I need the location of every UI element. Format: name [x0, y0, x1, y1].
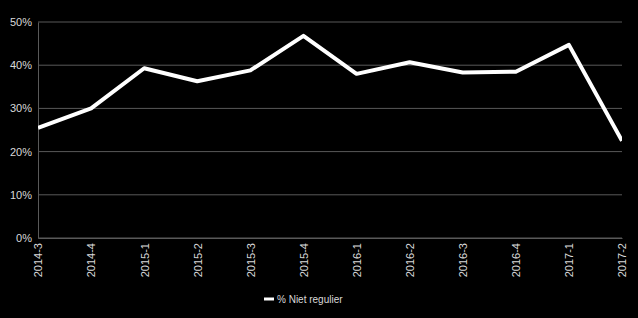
x-tick-label: 2016-2: [404, 243, 416, 277]
plot-area: [38, 36, 622, 141]
x-tick-label: 2015-3: [245, 243, 257, 277]
grid-line: [38, 22, 622, 23]
y-tick: 30%: [10, 102, 38, 114]
legend-label: % Niet regulier: [277, 294, 343, 305]
grid-line: [38, 194, 622, 195]
x-tick: 2015-2: [192, 238, 204, 277]
x-tick-label: 2014-4: [85, 243, 97, 277]
y-tick: 10%: [10, 189, 38, 201]
x-tick: 2015-4: [298, 238, 310, 277]
grid-line: [38, 151, 622, 152]
y-tick-label: 50%: [10, 16, 32, 28]
grid-line: [38, 65, 622, 66]
x-tick: 2016-1: [351, 238, 363, 277]
x-tick-label: 2016-1: [351, 243, 363, 277]
y-tick: 40%: [10, 59, 38, 71]
x-tick: 2016-4: [510, 238, 522, 277]
y-axis-line: [38, 23, 39, 239]
x-tick: 2017-2: [616, 238, 628, 277]
y-axis: 0% 10% 20% 30% 40% 50%: [10, 16, 39, 244]
x-tick: 2015-3: [245, 238, 257, 277]
x-axis-line: [39, 238, 623, 239]
line: [38, 36, 622, 141]
y-tick-label: 0%: [16, 232, 32, 244]
x-tick-label: 2015-2: [192, 243, 204, 277]
y-tick: 0%: [16, 232, 38, 244]
x-tick-label: 2015-4: [298, 243, 310, 277]
x-tick: 2016-2: [404, 238, 416, 277]
y-tick-label: 10%: [10, 189, 32, 201]
x-axis: 2014-3 2014-4 2015-1 2015-2 2015-3 2015-4 2016…: [32, 238, 628, 277]
x-tick-label: 2015-1: [139, 243, 151, 277]
chart: 0% 10% 20% 30% 40% 50% 2014-3 2014-4 2015-1 2015-…: [0, 0, 638, 318]
grid-line: [38, 238, 622, 239]
y-tick: 50%: [10, 16, 38, 28]
x-tick: 2015-1: [139, 238, 151, 277]
x-tick: 2017-1: [563, 238, 575, 277]
x-tick-label: 2017-2: [616, 243, 628, 277]
y-tick: 20%: [10, 146, 38, 158]
x-tick-label: 2014-3: [32, 243, 44, 277]
x-tick: 2016-3: [457, 238, 469, 277]
y-tick-label: 40%: [10, 59, 32, 71]
y-tick-label: 30%: [10, 102, 32, 114]
x-tick: 2014-4: [85, 238, 97, 277]
grid-line: [38, 108, 622, 109]
x-tick-label: 2017-1: [563, 243, 575, 277]
grid: [38, 22, 622, 238]
y-tick-label: 20%: [10, 146, 32, 158]
legend: % Niet regulier: [264, 294, 343, 305]
legend-symbol: [264, 298, 274, 301]
x-tick-label: 2016-3: [457, 243, 469, 277]
x-tick: 2014-3: [32, 238, 44, 277]
x-tick-label: 2016-4: [510, 243, 522, 277]
